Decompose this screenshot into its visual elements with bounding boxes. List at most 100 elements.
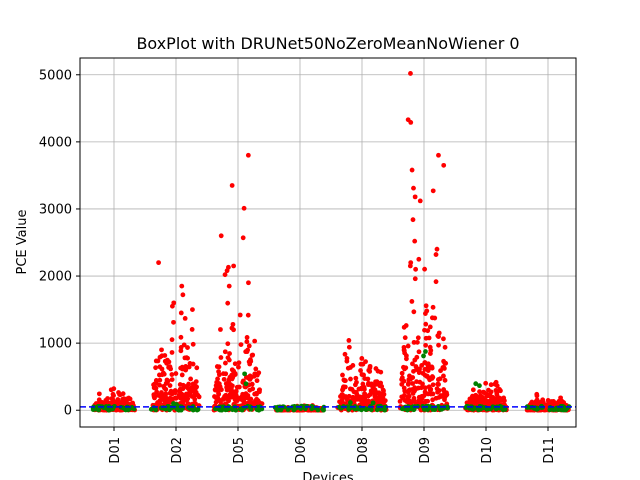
data-point-green: [103, 404, 109, 409]
data-point-green: [96, 407, 102, 413]
data-point-red: [253, 366, 259, 372]
data-point-red: [382, 398, 388, 404]
data-point-red: [422, 266, 428, 272]
data-point-green: [534, 405, 540, 411]
data-point-red: [416, 349, 422, 355]
data-point-red: [426, 335, 432, 341]
data-point-red: [359, 401, 365, 407]
data-point-red: [187, 361, 193, 366]
data-point-red: [498, 396, 503, 402]
data-point-red: [244, 335, 250, 340]
data-point-red: [223, 381, 229, 386]
data-point-red: [492, 396, 497, 402]
data-point-red: [121, 396, 127, 402]
data-point-outlier: [190, 307, 195, 312]
data-point-red: [435, 377, 441, 382]
x-tick-label-d01: D01: [108, 437, 123, 464]
data-point-red: [442, 377, 448, 383]
data-point-red: [492, 381, 498, 387]
data-point-green: [248, 406, 254, 412]
data-point-red: [254, 391, 259, 397]
data-point-green-high: [242, 371, 248, 377]
data-point-outlier: [156, 260, 161, 266]
data-point-outlier: [222, 272, 228, 278]
data-point-red: [111, 393, 116, 398]
data-point-red: [234, 384, 240, 390]
data-point-green: [502, 407, 508, 412]
y-tick-label: 4000: [39, 135, 72, 150]
data-point-red: [173, 371, 179, 376]
data-point-green: [464, 404, 470, 409]
data-point-red: [441, 373, 446, 379]
data-point-red: [172, 389, 178, 394]
data-point-red: [218, 327, 223, 332]
data-point-red: [485, 399, 491, 404]
data-point-red: [399, 375, 405, 381]
data-point-red: [249, 352, 255, 358]
data-point-red: [407, 373, 412, 379]
data-point-red: [440, 365, 446, 370]
data-point-red: [405, 382, 411, 387]
data-point-red: [193, 383, 199, 389]
data-point-red: [248, 375, 254, 381]
data-point-red: [217, 385, 223, 390]
data-point-red: [241, 401, 247, 407]
data-point-red: [424, 373, 430, 379]
data-point-red: [215, 395, 221, 400]
data-point-outlier: [416, 256, 422, 262]
data-point-red: [178, 348, 184, 354]
data-point-red: [410, 361, 415, 367]
data-point-outlier: [407, 263, 413, 269]
data-point-red: [231, 390, 237, 396]
data-point-red: [414, 339, 420, 345]
data-point-red: [401, 364, 406, 370]
data-point-red: [163, 381, 169, 386]
data-point-outlier: [231, 263, 237, 269]
data-point-red: [227, 351, 232, 356]
data-point-red: [100, 400, 105, 406]
data-point-red: [224, 387, 230, 393]
data-point-red: [412, 276, 418, 282]
data-point-red: [225, 355, 231, 361]
data-point-red: [340, 385, 346, 390]
data-point-red: [218, 399, 223, 405]
data-point-red: [227, 392, 233, 397]
data-point-red: [157, 382, 163, 388]
data-point-red: [183, 367, 189, 373]
data-point-red: [237, 312, 243, 318]
data-point-green: [563, 407, 569, 413]
data-point-green: [444, 404, 450, 410]
data-point-red: [245, 312, 251, 318]
data-point-red: [229, 325, 235, 331]
data-point-outlier: [433, 252, 439, 257]
data-point-green: [224, 407, 230, 413]
data-point-green: [194, 407, 200, 413]
data-point-red: [424, 308, 430, 314]
data-point-outlier: [180, 292, 186, 298]
data-point-red: [430, 304, 436, 310]
data-point-red: [213, 386, 219, 392]
data-point-red: [256, 387, 262, 393]
data-point-red: [159, 347, 164, 353]
data-point-red: [425, 398, 431, 404]
data-point-red: [157, 364, 163, 370]
data-point-red: [534, 391, 540, 397]
data-point-red: [358, 361, 364, 367]
data-point-red: [410, 381, 416, 386]
data-point-green-high: [421, 353, 426, 359]
data-point-red: [362, 391, 367, 397]
data-point-red: [337, 399, 342, 405]
data-point-outlier: [246, 280, 251, 286]
y-tick-label: 1000: [39, 337, 72, 352]
data-point-red: [488, 382, 494, 388]
data-point-green: [153, 407, 159, 413]
data-point-red: [344, 358, 350, 364]
data-point-green: [219, 407, 225, 413]
y-axis-label: PCE Value: [15, 210, 30, 275]
data-point-red: [96, 397, 102, 403]
data-point-red: [436, 334, 441, 339]
data-point-red: [441, 389, 447, 394]
data-point-red: [186, 381, 192, 387]
data-point-red: [428, 391, 434, 397]
data-point-outlier: [229, 183, 235, 188]
